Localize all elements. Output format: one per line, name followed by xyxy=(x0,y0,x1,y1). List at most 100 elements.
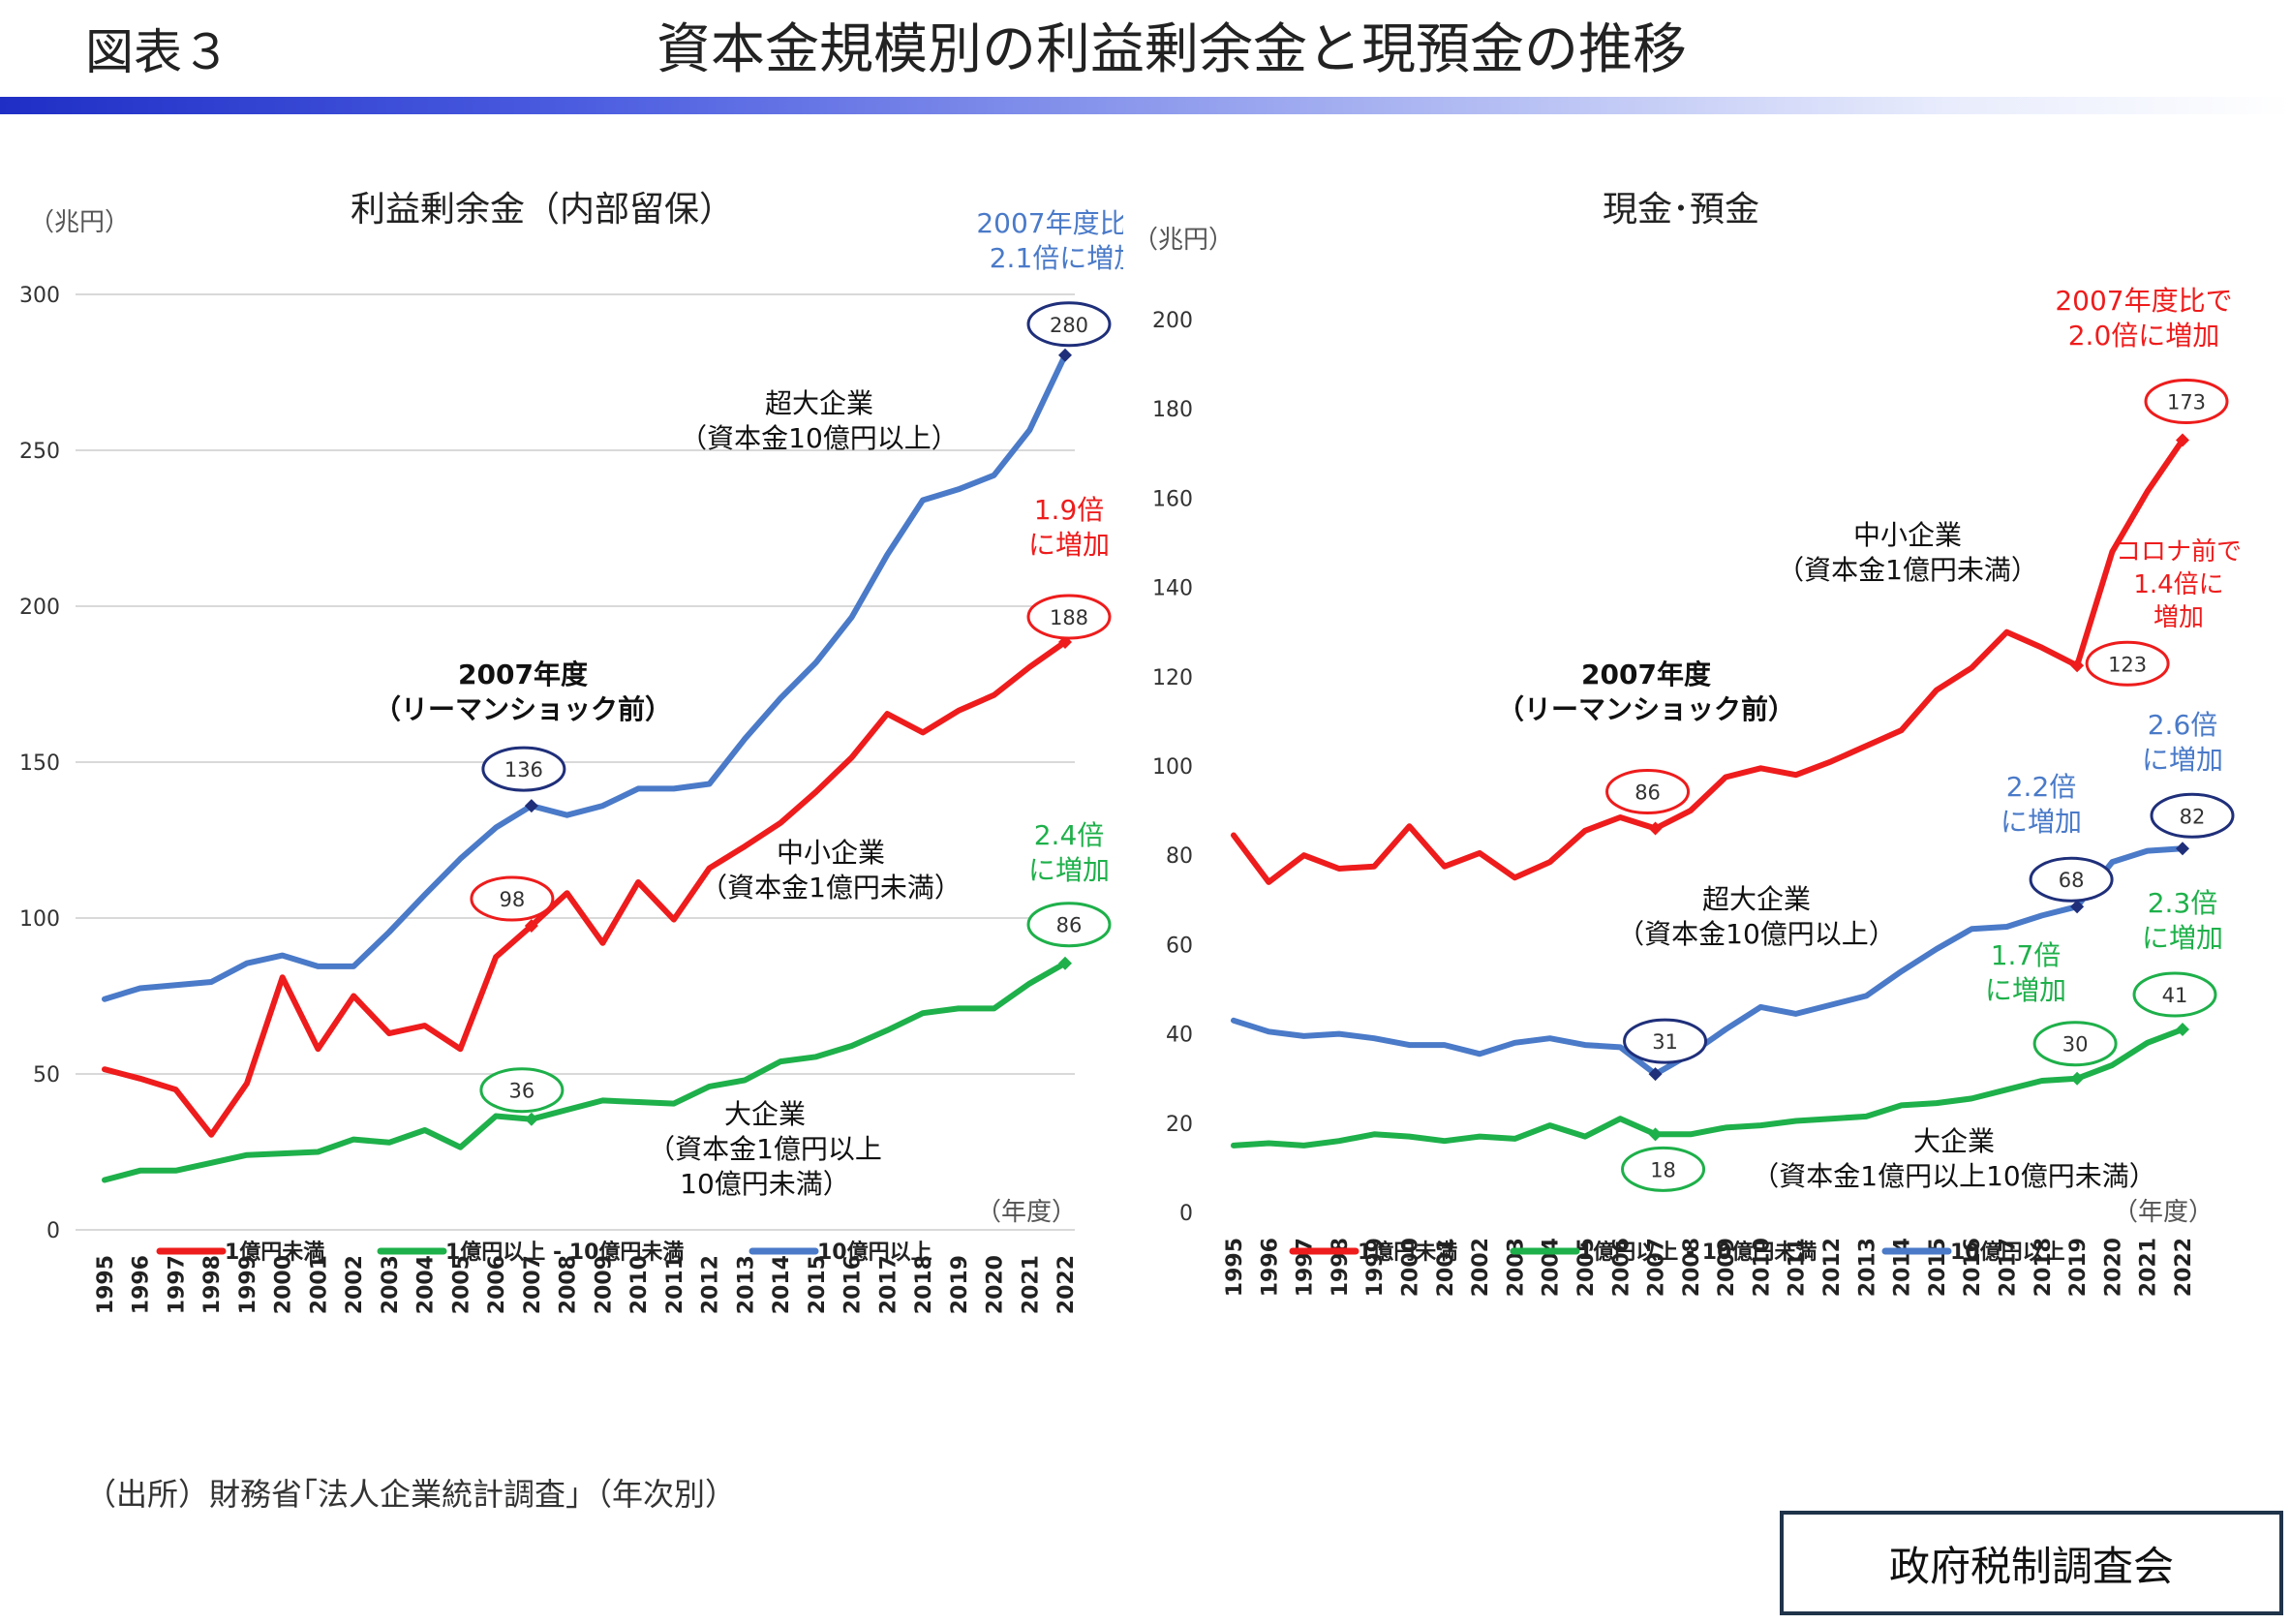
x-tick-label: 1999 xyxy=(1363,1238,1388,1297)
annotation-line: 2.0倍に増加 xyxy=(2068,320,2220,352)
callout-ellipse xyxy=(1605,769,1691,815)
callout-value: 18 xyxy=(1650,1158,1676,1181)
y-tick-label: 150 xyxy=(19,751,60,776)
legend-label-1: 1億円以上 - 10億円未満 xyxy=(445,1240,684,1265)
annotation: 2007年度（リーマンショック前） xyxy=(374,659,672,725)
annotation-line: 大企業 xyxy=(1913,1125,1995,1157)
callout-value: 41 xyxy=(2162,984,2188,1007)
x-axis-label: （年度） xyxy=(976,1198,1077,1227)
callout-value: 31 xyxy=(1652,1030,1678,1054)
callout-value: 123 xyxy=(2108,653,2147,676)
x-tick-label: 2015 xyxy=(1926,1238,1950,1297)
x-tick-label: 2020 xyxy=(2101,1238,2125,1297)
annotation-line: コロナ前で xyxy=(2116,537,2242,567)
annotation: 超大企業（資本金10億円以上） xyxy=(1617,883,1896,950)
callout-ellipse xyxy=(479,1067,565,1114)
source-note: （出所）財務省｢法人企業統計調査｣（年次別） xyxy=(85,1476,737,1513)
annotation-line: 2007年度 xyxy=(1581,659,1711,690)
x-tick-label: 2008 xyxy=(1680,1238,1704,1297)
x-tick-label: 2005 xyxy=(1574,1238,1599,1297)
organization-box: 政府税制調査会 xyxy=(1780,1511,2283,1615)
callout-ellipse xyxy=(2150,792,2235,839)
annotation-line: （資本金1億円未満） xyxy=(700,872,962,904)
callout-marker xyxy=(2176,842,2189,856)
annotation: 2.2倍に増加 xyxy=(2001,771,2082,838)
annotation-line: （リーマンショック前） xyxy=(374,693,672,725)
annotation-line: （資本金1億円以上10億円未満） xyxy=(1752,1160,2155,1192)
callout-marker xyxy=(1058,348,1072,362)
y-tick-label: 250 xyxy=(19,440,60,464)
callout-marker xyxy=(2070,900,2085,914)
series-line-2 xyxy=(102,352,1068,1002)
annotation: 大企業（資本金1億円以上10億円未満） xyxy=(1752,1125,2155,1192)
y-tick-label: 100 xyxy=(19,907,60,932)
x-tick-label: 2010 xyxy=(1750,1238,1774,1297)
annotation-line: に増加 xyxy=(1028,854,1110,886)
legend-label-1: 1億円以上 - 10億円未満 xyxy=(1578,1240,1817,1265)
callout-value: 173 xyxy=(2167,390,2206,414)
x-tick-label: 2019 xyxy=(2066,1238,2091,1297)
x-tick-label: 2003 xyxy=(1504,1238,1528,1297)
y-tick-label: 40 xyxy=(1166,1024,1193,1048)
callout-marker xyxy=(524,1112,538,1126)
x-tick-label: 2002 xyxy=(343,1255,367,1314)
annotation-line: （リーマンショック前） xyxy=(1497,693,1795,725)
x-tick-label: 1995 xyxy=(94,1255,118,1314)
callout-value: 86 xyxy=(1056,914,1083,937)
x-tick-label: 2015 xyxy=(806,1255,830,1314)
annotation: 1.9倍に増加 xyxy=(1028,494,1110,561)
annotation-line: （資本金10億円以上） xyxy=(1617,918,1896,950)
x-tick-label: 2011 xyxy=(1786,1238,1810,1297)
callout-marker xyxy=(524,919,538,934)
annotation: 2.4倍に増加 xyxy=(1028,819,1110,886)
x-tick-label: 2008 xyxy=(557,1255,581,1314)
legend-label-0: 1億円未満 xyxy=(225,1240,324,1265)
x-tick-label: 2009 xyxy=(592,1255,616,1314)
annotation-line: 超大企業 xyxy=(765,387,873,419)
x-tick-label: 2021 xyxy=(1019,1255,1043,1314)
x-tick-label: 2017 xyxy=(1997,1238,2021,1297)
callout-ellipse xyxy=(2032,1021,2118,1067)
annotation-line: 2.2倍 xyxy=(2006,771,2077,803)
legend-label-0: 1億円未満 xyxy=(1358,1240,1457,1265)
series-line-2 xyxy=(1231,845,2185,1078)
callout-marker xyxy=(2070,1071,2085,1086)
y-tick-label: 200 xyxy=(1152,309,1193,333)
x-tick-label: 2010 xyxy=(627,1255,652,1314)
x-tick-label: 1996 xyxy=(130,1255,154,1314)
x-tick-label: 2007 xyxy=(521,1255,545,1314)
title-gradient-bar xyxy=(0,97,2291,114)
retained-earnings-chart: 利益剰余金（内部留保） （兆円） 0 50 100 150 200 250 300 1995 199… xyxy=(19,190,1123,1314)
series-line-1 xyxy=(1231,1026,2185,1149)
y-tick-label: 180 xyxy=(1152,398,1193,422)
annotation-line: 2.1倍に増加 xyxy=(990,242,1123,274)
x-tick-label: 2004 xyxy=(1540,1238,1564,1297)
x-tick-label: 2000 xyxy=(1398,1238,1422,1297)
annotation-line: に増加 xyxy=(1985,974,2066,1006)
annotation-line: 2.3倍 xyxy=(2148,887,2218,919)
x-tick-label: 2012 xyxy=(699,1255,723,1314)
callout-value: 280 xyxy=(1050,314,1088,337)
legend-label-2: 10億円以上 xyxy=(1950,1240,2065,1265)
callout-value: 86 xyxy=(1634,781,1661,805)
annotation: 中小企業（資本金1億円未満） xyxy=(700,837,962,904)
x-tick-label: 2001 xyxy=(1434,1238,1458,1297)
y-tick-label: 120 xyxy=(1152,666,1193,690)
annotation-line: 超大企業 xyxy=(1702,883,1811,915)
y-tick-label: 100 xyxy=(1152,755,1193,780)
annotation: 1.7倍に増加 xyxy=(1985,939,2066,1006)
callout-value: 136 xyxy=(504,758,543,781)
callout-marker xyxy=(2176,1022,2189,1036)
annotation-line: 中小企業 xyxy=(1853,519,1962,551)
annotation: 2.6倍に増加 xyxy=(2142,709,2223,776)
chart-title: 利益剰余金（内部留保） xyxy=(351,190,734,230)
x-tick-label: 2012 xyxy=(1820,1238,1845,1297)
annotation-line: 2007年度 xyxy=(458,659,588,690)
x-tick-label: 1998 xyxy=(1329,1238,1353,1297)
organization-label: 政府税制調査会 xyxy=(1888,1542,2174,1590)
annotation-line: （資本金1億円未満） xyxy=(1777,554,2038,586)
x-tick-label: 2013 xyxy=(1855,1238,1879,1297)
annotation: コロナ前で 1.4倍に増加 xyxy=(2116,537,2242,632)
